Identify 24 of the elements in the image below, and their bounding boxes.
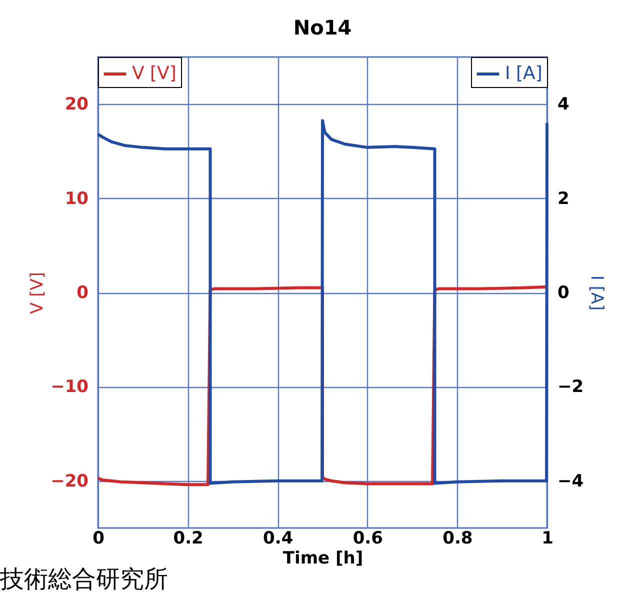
y-tick-label: 10 bbox=[64, 188, 89, 209]
y-tick-label: 20 bbox=[64, 94, 89, 115]
y2-tick-label: 2 bbox=[558, 188, 570, 209]
y2-tick-label: −2 bbox=[558, 377, 584, 398]
x-tick-label: 0.6 bbox=[352, 528, 383, 548]
x-tick-label: 0.4 bbox=[263, 528, 294, 548]
y2-tick-label: 4 bbox=[558, 94, 570, 115]
y-tick-label: −10 bbox=[50, 377, 89, 398]
y2-tick-label: 0 bbox=[558, 283, 570, 303]
x-tick-label: 0.8 bbox=[442, 528, 473, 548]
y-tick-label: −20 bbox=[50, 471, 89, 492]
text: 技術総合研究所 bbox=[0, 565, 168, 593]
y2-axis-title: I [A] bbox=[586, 275, 607, 311]
x-axis-title: Time [h] bbox=[282, 548, 364, 568]
legend-label: V [V] bbox=[132, 63, 176, 84]
y-axis-title: V [V] bbox=[28, 272, 48, 314]
chart-title: No14 bbox=[293, 16, 352, 40]
x-tick-label: 0.2 bbox=[173, 528, 204, 548]
y2-tick-label: −4 bbox=[558, 471, 584, 492]
x-tick-label: 0 bbox=[92, 528, 105, 548]
legend-label: I [A] bbox=[505, 63, 542, 84]
line-series bbox=[96, 119, 548, 485]
y-tick-label: 0 bbox=[76, 283, 89, 303]
x-tick-label: 1 bbox=[542, 528, 554, 548]
